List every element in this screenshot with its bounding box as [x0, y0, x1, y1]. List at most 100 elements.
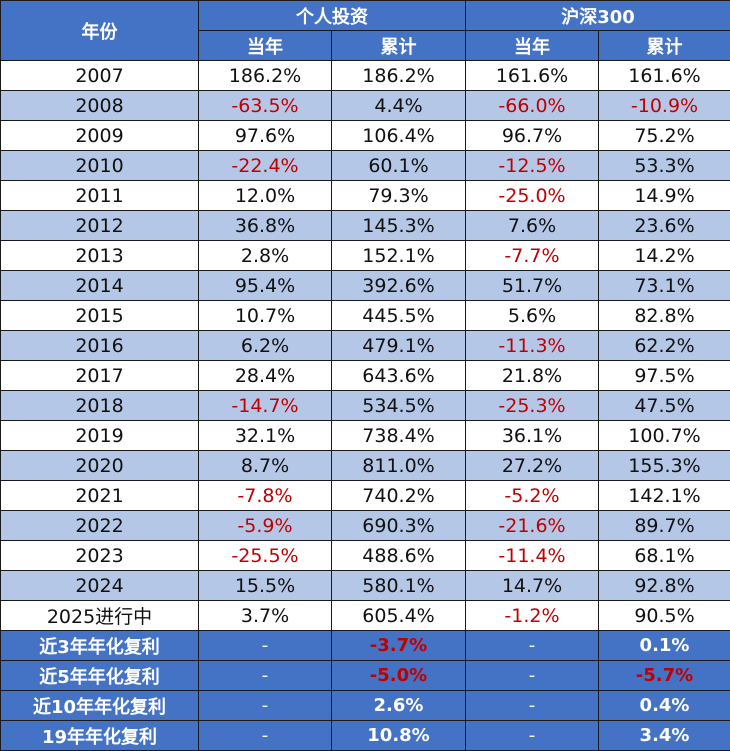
personal-annual-cell: -63.5% — [198, 90, 332, 121]
csi300-cumulative-cell: 3.4% — [597, 720, 730, 751]
csi300-annual-cell: 96.7% — [465, 120, 599, 151]
summary-row: 近5年年化复利 - -5.0% - -5.7% — [0, 660, 730, 691]
personal-annual-cell: 95.4% — [198, 270, 332, 301]
csi300-cumulative-cell: 62.2% — [597, 330, 730, 361]
csi300-annual-cell: 161.6% — [465, 60, 599, 91]
year-cell: 2011 — [0, 180, 199, 211]
personal-annual-cell: - — [198, 690, 332, 721]
personal-cumulative-cell: 605.4% — [331, 600, 466, 631]
year-cell: 2019 — [0, 420, 199, 451]
personal-annual-cell: 32.1% — [198, 420, 332, 451]
personal-cumulative-cell: 445.5% — [331, 300, 466, 331]
personal-cumulative-cell: 580.1% — [331, 570, 466, 601]
year-cell: 2016 — [0, 330, 199, 361]
personal-cumulative-cell: 60.1% — [331, 150, 466, 181]
csi300-cumulative-cell: 0.4% — [597, 690, 730, 721]
csi300-annual-cell: -1.2% — [465, 600, 599, 631]
personal-cumulative-cell: -3.7% — [331, 630, 466, 661]
personal-annual-cell: - — [198, 720, 332, 751]
personal-cumulative-cell: -5.0% — [331, 660, 466, 691]
csi300-annual-header: 当年 — [465, 30, 599, 61]
summary-label-cell: 近3年年化复利 — [0, 630, 199, 661]
personal-cumulative-cell: 10.8% — [331, 720, 466, 751]
csi300-cumulative-cell: 100.7% — [597, 420, 730, 451]
table-row: 2017 28.4% 643.6% 21.8% 97.5% — [0, 360, 730, 391]
csi300-cumulative-cell: 68.1% — [597, 540, 730, 571]
summary-label-cell: 19年年化复利 — [0, 720, 199, 751]
csi300-cumulative-cell: -10.9% — [597, 90, 730, 121]
personal-annual-cell: - — [198, 660, 332, 691]
csi300-cumulative-cell: 23.6% — [597, 210, 730, 241]
table-row: 2025进行中 3.7% 605.4% -1.2% 90.5% — [0, 600, 730, 631]
personal-annual-cell: -25.5% — [198, 540, 332, 571]
personal-annual-cell: 28.4% — [198, 360, 332, 391]
csi300-annual-cell: -12.5% — [465, 150, 599, 181]
personal-annual-cell: 15.5% — [198, 570, 332, 601]
personal-annual-cell: - — [198, 630, 332, 661]
table-row: 2021 -7.8% 740.2% -5.2% 142.1% — [0, 480, 730, 511]
table-row: 2024 15.5% 580.1% 14.7% 92.8% — [0, 570, 730, 601]
csi300-cumulative-cell: 47.5% — [597, 390, 730, 421]
summary-row: 近10年年化复利 -2.6% -0.4% — [0, 690, 730, 721]
personal-cumulative-cell: 186.2% — [331, 60, 466, 91]
csi300-annual-cell: -25.0% — [465, 180, 599, 211]
table-row: 2009 97.6% 106.4% 96.7% 75.2% — [0, 120, 730, 151]
personal-annual-cell: 12.0% — [198, 180, 332, 211]
table-row: 2012 36.8% 145.3% 7.6% 23.6% — [0, 210, 730, 241]
table-row: 2023 -25.5% 488.6% -11.4% 68.1% — [0, 540, 730, 571]
personal-annual-cell: 97.6% — [198, 120, 332, 151]
personal-annual-cell: -7.8% — [198, 480, 332, 511]
personal-annual-header: 当年 — [198, 30, 332, 61]
csi300-annual-cell: -11.4% — [465, 540, 599, 571]
csi300-cumulative-cell: 0.1% — [597, 630, 730, 661]
year-cell: 2012 — [0, 210, 199, 241]
personal-cumulative-cell: 690.3% — [331, 510, 466, 541]
table-row: 2015 10.7% 445.5% 5.6% 82.8% — [0, 300, 730, 331]
csi300-annual-cell: - — [465, 690, 599, 721]
csi300-cumulative-cell: 89.7% — [597, 510, 730, 541]
csi300-cumulative-cell: 82.8% — [597, 300, 730, 331]
personal-cumulative-cell: 488.6% — [331, 540, 466, 571]
csi300-annual-cell: 51.7% — [465, 270, 599, 301]
personal-annual-cell: 36.8% — [198, 210, 332, 241]
csi300-cumulative-cell: 90.5% — [597, 600, 730, 631]
personal-investment-group-header: 个人投资 — [198, 0, 466, 31]
personal-cumulative-cell: 2.6% — [331, 690, 466, 721]
csi300-annual-cell: -25.3% — [465, 390, 599, 421]
personal-annual-cell: 8.7% — [198, 450, 332, 481]
csi300-annual-cell: -7.7% — [465, 240, 599, 271]
personal-annual-cell: -14.7% — [198, 390, 332, 421]
csi300-cumulative-cell: 53.3% — [597, 150, 730, 181]
csi300-annual-cell: 7.6% — [465, 210, 599, 241]
csi300-annual-cell: 36.1% — [465, 420, 599, 451]
csi300-cumulative-cell: -5.7% — [597, 660, 730, 691]
csi300-annual-cell: 21.8% — [465, 360, 599, 391]
year-cell: 2015 — [0, 300, 199, 331]
table-row: 2020 8.7% 811.0% 27.2% 155.3% — [0, 450, 730, 481]
year-cell: 2021 — [0, 480, 199, 511]
csi300-cumulative-cell: 73.1% — [597, 270, 730, 301]
summary-row: 近3年年化复利 - -3.7% -0.1% — [0, 630, 730, 661]
summary-label-cell: 近10年年化复利 — [0, 690, 199, 721]
personal-annual-cell: -5.9% — [198, 510, 332, 541]
personal-cumulative-cell: 738.4% — [331, 420, 466, 451]
year-cell: 2022 — [0, 510, 199, 541]
table-row: 2016 6.2% 479.1% -11.3% 62.2% — [0, 330, 730, 361]
personal-cumulative-cell: 145.3% — [331, 210, 466, 241]
table-row: 2019 32.1% 738.4% 36.1% 100.7% — [0, 420, 730, 451]
table-row: 2007 186.2% 186.2% 161.6% 161.6% — [0, 60, 730, 91]
summary-label-cell: 近5年年化复利 — [0, 660, 199, 691]
personal-cumulative-cell: 479.1% — [331, 330, 466, 361]
year-cell: 2018 — [0, 390, 199, 421]
csi300-cumulative-cell: 142.1% — [597, 480, 730, 511]
csi300-annual-cell: -66.0% — [465, 90, 599, 121]
personal-cumulative-cell: 392.6% — [331, 270, 466, 301]
personal-cumulative-cell: 106.4% — [331, 120, 466, 151]
csi300-group-header: 沪深300 — [464, 0, 730, 31]
csi300-annual-cell: - — [465, 630, 599, 661]
csi300-cumulative-cell: 92.8% — [597, 570, 730, 601]
csi300-cumulative-header: 累计 — [597, 30, 730, 61]
year-cell: 2017 — [0, 360, 199, 391]
yearly-rows: 2007 186.2% 186.2% 161.6% 161.6% 2008 -63.5% 4.… — [0, 60, 730, 631]
